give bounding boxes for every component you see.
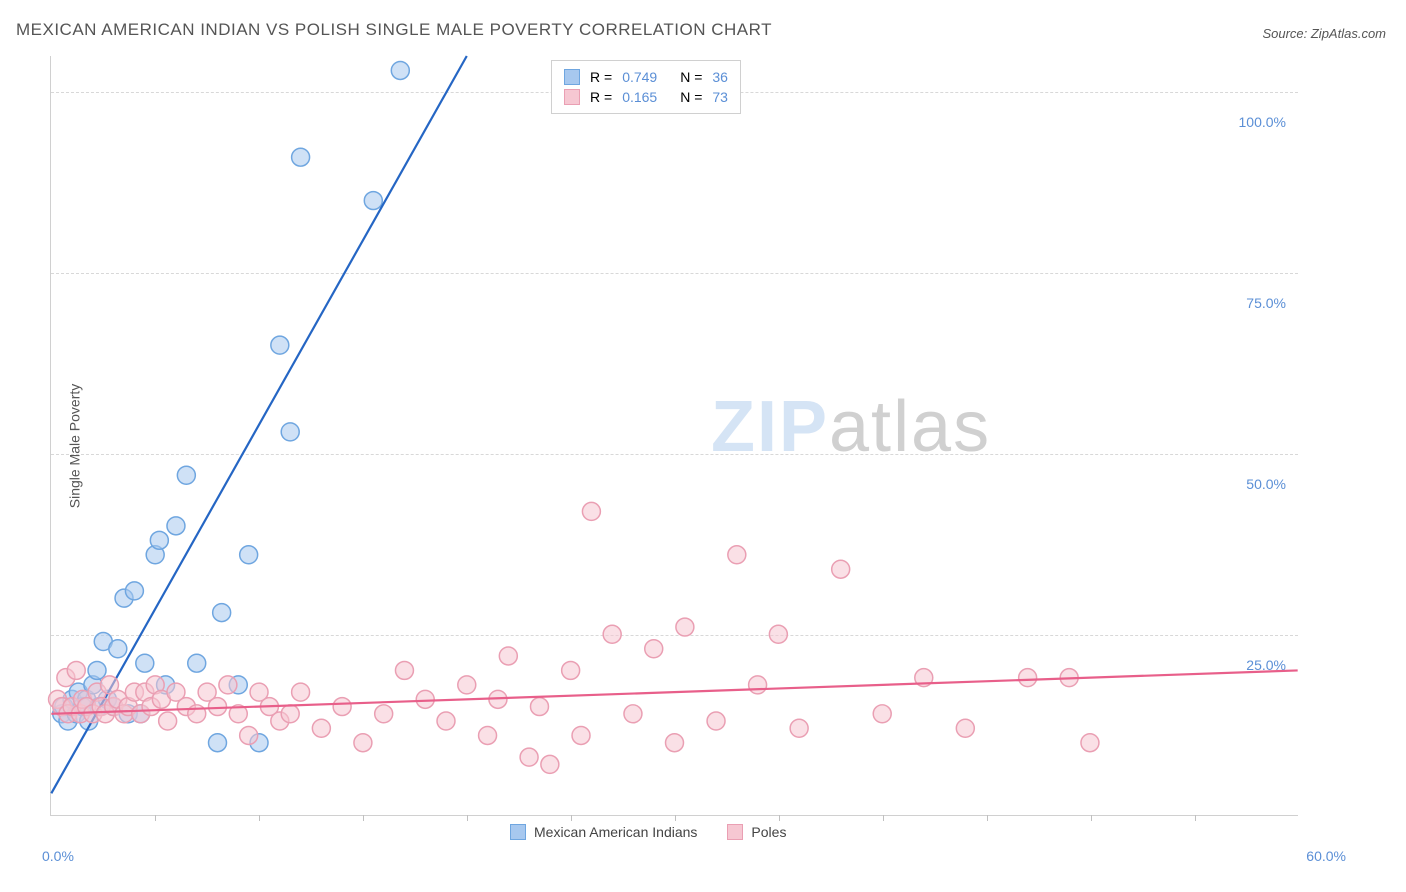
x-tick-min: 0.0% (42, 848, 74, 864)
data-point-mai (240, 546, 258, 564)
data-point-poles (209, 698, 227, 716)
swatch-poles (564, 89, 580, 105)
data-point-poles (572, 726, 590, 744)
data-point-poles (499, 647, 517, 665)
data-point-mai (281, 423, 299, 441)
plot-area: ZIPatlas R = 0.749 N = 36 R = 0.165 N = … (50, 56, 1298, 816)
swatch-mai (564, 69, 580, 85)
data-point-poles (645, 640, 663, 658)
n-value-mai: 36 (712, 69, 728, 85)
data-point-poles (437, 712, 455, 730)
data-point-poles (375, 705, 393, 723)
data-point-mai (88, 661, 106, 679)
data-point-poles (790, 719, 808, 737)
chart-container: MEXICAN AMERICAN INDIAN VS POLISH SINGLE… (0, 0, 1406, 892)
data-point-mai (136, 654, 154, 672)
data-point-poles (159, 712, 177, 730)
legend-series: Mexican American Indians Poles (510, 824, 786, 840)
r-label2: R = (590, 89, 612, 105)
data-point-poles (312, 719, 330, 737)
source-attribution: Source: ZipAtlas.com (1262, 26, 1386, 41)
data-point-poles (416, 690, 434, 708)
data-point-poles (873, 705, 891, 723)
data-point-poles (666, 734, 684, 752)
n-value-poles: 73 (712, 89, 728, 105)
data-point-poles (333, 698, 351, 716)
y-tick-label: 75.0% (1246, 295, 1286, 311)
data-point-poles (769, 625, 787, 643)
r-label: R = (590, 69, 612, 85)
x-tick (571, 815, 572, 821)
x-tick (675, 815, 676, 821)
legend-label-poles: Poles (751, 824, 786, 840)
legend-row-poles: R = 0.165 N = 73 (564, 87, 728, 107)
r-value-mai: 0.749 (622, 69, 670, 85)
plot-svg (51, 56, 1298, 815)
data-point-poles (479, 726, 497, 744)
data-point-mai (292, 148, 310, 166)
data-point-mai (209, 734, 227, 752)
data-point-poles (530, 698, 548, 716)
data-point-poles (728, 546, 746, 564)
data-point-poles (395, 661, 413, 679)
x-tick (155, 815, 156, 821)
data-point-mai (271, 336, 289, 354)
x-tick (467, 815, 468, 821)
data-point-mai (364, 192, 382, 210)
chart-title: MEXICAN AMERICAN INDIAN VS POLISH SINGLE… (16, 20, 772, 40)
data-point-mai (167, 517, 185, 535)
swatch2-poles (727, 824, 743, 840)
data-point-poles (354, 734, 372, 752)
data-point-poles (520, 748, 538, 766)
data-point-poles (67, 661, 85, 679)
data-point-mai (177, 466, 195, 484)
data-point-poles (240, 726, 258, 744)
x-tick-max: 60.0% (1306, 848, 1346, 864)
x-tick (883, 815, 884, 821)
data-point-poles (458, 676, 476, 694)
data-point-poles (1019, 669, 1037, 687)
data-point-mai (188, 654, 206, 672)
data-point-mai (125, 582, 143, 600)
data-point-mai (109, 640, 127, 658)
n-label2: N = (680, 89, 702, 105)
swatch2-mai (510, 824, 526, 840)
y-tick-label: 25.0% (1246, 657, 1286, 673)
x-tick (1091, 815, 1092, 821)
y-tick-label: 100.0% (1239, 114, 1286, 130)
data-point-poles (1081, 734, 1099, 752)
x-tick (259, 815, 260, 821)
data-point-mai (150, 531, 168, 549)
data-point-poles (541, 755, 559, 773)
data-point-poles (292, 683, 310, 701)
data-point-poles (707, 712, 725, 730)
data-point-poles (676, 618, 694, 636)
legend-row-mai: R = 0.749 N = 36 (564, 67, 728, 87)
x-tick (779, 815, 780, 821)
data-point-poles (562, 661, 580, 679)
x-tick (363, 815, 364, 821)
data-point-poles (219, 676, 237, 694)
legend-item-mai: Mexican American Indians (510, 824, 697, 840)
x-tick (1195, 815, 1196, 821)
y-tick-label: 50.0% (1246, 476, 1286, 492)
r-value-poles: 0.165 (622, 89, 670, 105)
data-point-poles (582, 502, 600, 520)
data-point-mai (391, 61, 409, 79)
legend-item-poles: Poles (727, 824, 786, 840)
x-tick (987, 815, 988, 821)
data-point-poles (624, 705, 642, 723)
legend-label-mai: Mexican American Indians (534, 824, 697, 840)
data-point-poles (832, 560, 850, 578)
data-point-poles (603, 625, 621, 643)
n-label: N = (680, 69, 702, 85)
data-point-poles (281, 705, 299, 723)
legend-stats-box: R = 0.749 N = 36 R = 0.165 N = 73 (551, 60, 741, 114)
data-point-poles (749, 676, 767, 694)
data-point-poles (956, 719, 974, 737)
data-point-mai (213, 604, 231, 622)
